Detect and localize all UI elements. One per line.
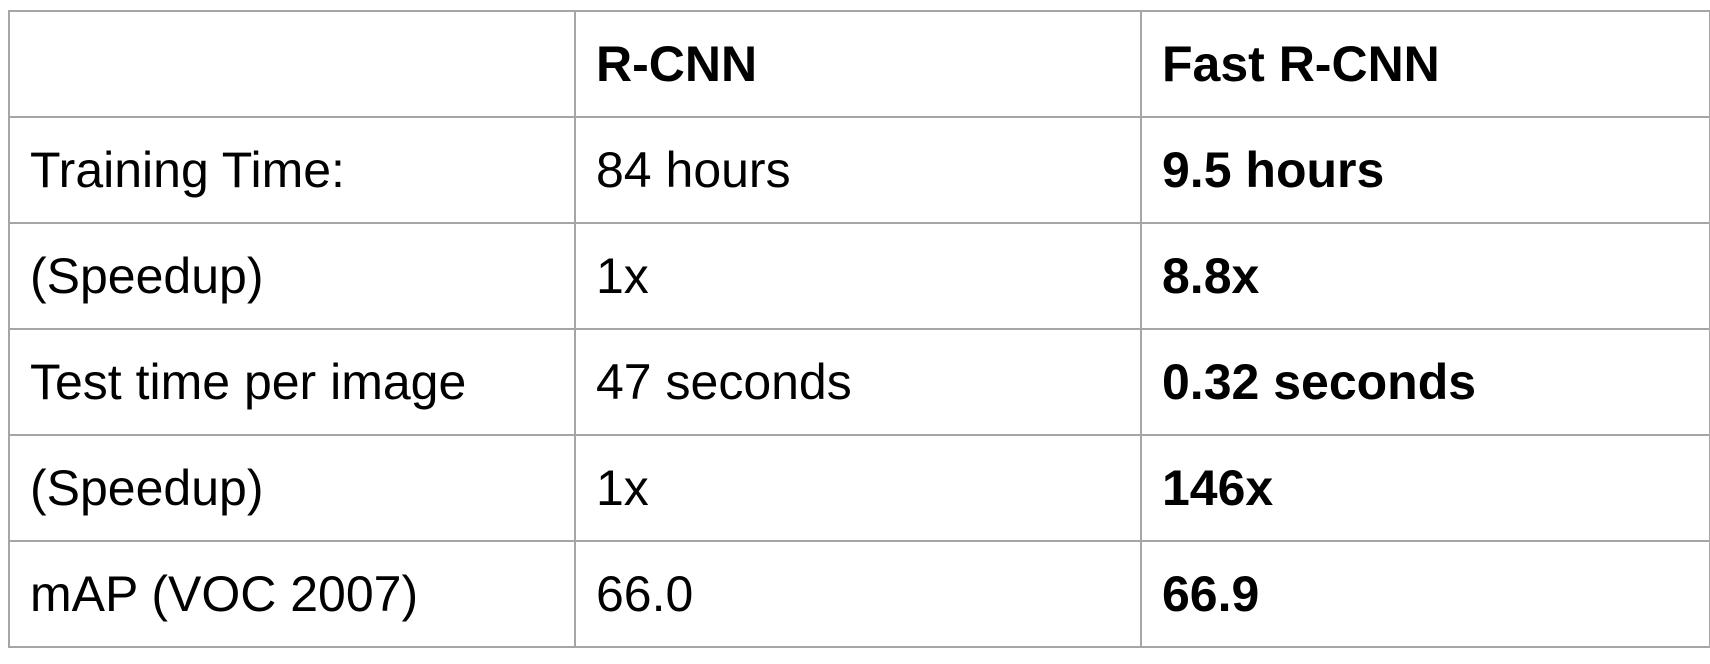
table-row: (Speedup) 1x 8.8x (8, 222, 1710, 330)
table-row: Training Time: 84 hours 9.5 hours (8, 116, 1710, 224)
fast-rcnn-value: 0.32 seconds (1140, 328, 1710, 436)
fast-rcnn-value: 146x (1140, 434, 1710, 542)
row-label: (Speedup) (8, 434, 576, 542)
rcnn-value: 66.0 (574, 540, 1142, 648)
fast-rcnn-value: 66.9 (1140, 540, 1710, 648)
fast-rcnn-value: 8.8x (1140, 222, 1710, 330)
rcnn-value: 1x (574, 434, 1142, 542)
table-row: mAP (VOC 2007) 66.0 66.9 (8, 540, 1710, 648)
table-header-row: R-CNN Fast R-CNN (8, 10, 1710, 118)
fast-rcnn-value: 9.5 hours (1140, 116, 1710, 224)
header-cell-rcnn: R-CNN (574, 10, 1142, 118)
row-label: Test time per image (8, 328, 576, 436)
table-row: Test time per image 47 seconds 0.32 seco… (8, 328, 1710, 436)
row-label: (Speedup) (8, 222, 576, 330)
comparison-table: R-CNN Fast R-CNN Training Time: 84 hours… (8, 10, 1710, 648)
rcnn-value: 84 hours (574, 116, 1142, 224)
header-cell-empty (8, 10, 576, 118)
rcnn-value: 47 seconds (574, 328, 1142, 436)
row-label: Training Time: (8, 116, 576, 224)
row-label: mAP (VOC 2007) (8, 540, 576, 648)
header-cell-fast-rcnn: Fast R-CNN (1140, 10, 1710, 118)
table-row: (Speedup) 1x 146x (8, 434, 1710, 542)
rcnn-value: 1x (574, 222, 1142, 330)
